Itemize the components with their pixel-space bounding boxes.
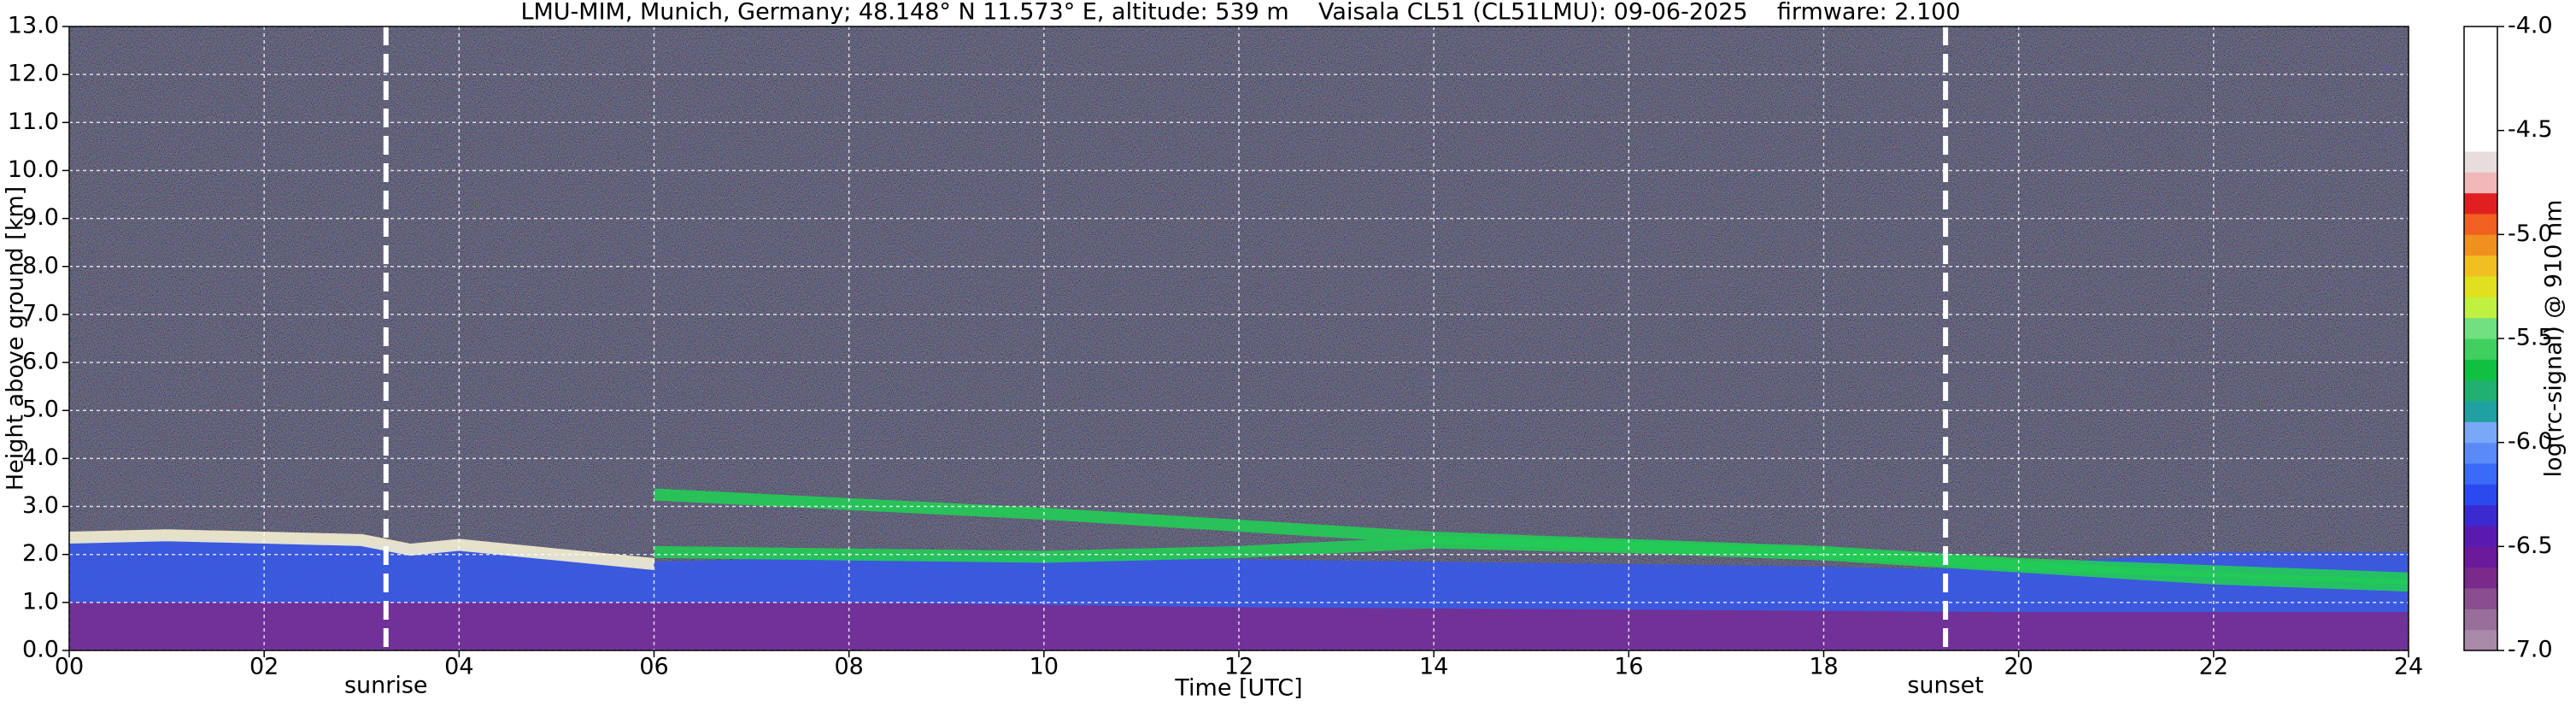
- colorbar-segment: [2464, 130, 2497, 152]
- colorbar-tick-label: -4.0: [2508, 13, 2553, 39]
- colorbar-segment: [2464, 504, 2497, 527]
- colorbar-segment: [2464, 359, 2497, 381]
- x-tick-label: 24: [2394, 654, 2423, 680]
- colorbar-segment: [2464, 609, 2497, 631]
- colorbar-segment: [2464, 109, 2497, 132]
- y-axis-label: Height above ground [km]: [3, 186, 29, 491]
- y-tick-label: 2.0: [22, 540, 59, 567]
- y-tick-label: 4.0: [22, 444, 59, 471]
- colorbar-segment: [2464, 214, 2497, 235]
- y-tick-label: 5.0: [22, 397, 59, 423]
- x-tick-label: 04: [444, 654, 473, 680]
- colorbar-tick-label: -4.5: [2508, 116, 2553, 143]
- x-tick-label: 18: [1809, 654, 1838, 680]
- x-tick-label: 16: [1614, 654, 1643, 680]
- plot-area: [69, 26, 2409, 650]
- backscatter-layer: [69, 529, 655, 570]
- x-tick-label: 22: [2199, 654, 2228, 680]
- sun-marker-label: sunset: [1907, 673, 1984, 699]
- y-tick-label: 11.0: [8, 109, 59, 135]
- plot-frame: [68, 26, 2409, 651]
- y-tick-label: 8.0: [22, 252, 59, 279]
- x-tick-label: 06: [639, 654, 668, 680]
- colorbar-tick-label: -6.0: [2508, 428, 2553, 455]
- colorbar-segment: [2464, 297, 2497, 319]
- y-tick-label: 7.0: [22, 300, 59, 327]
- x-axis-label: Time [UTC]: [1174, 675, 1302, 702]
- sun-marker-label: sunrise: [344, 673, 428, 699]
- x-tick-label: 12: [1224, 654, 1253, 680]
- y-tick-label: 10.0: [8, 156, 59, 183]
- colorbar-segment: [2464, 379, 2497, 402]
- x-tick-label: 00: [55, 654, 84, 680]
- colorbar-tick-label: -7.0: [2508, 637, 2553, 663]
- backscatter-layer: [654, 536, 2409, 592]
- x-tick-label: 02: [249, 654, 279, 680]
- colorbar-segment: [2464, 234, 2497, 256]
- y-tick-label: 12.0: [8, 61, 59, 87]
- chart-title: LMU-MIM, Munich, Germany; 48.148° N 11.5…: [520, 0, 1960, 26]
- y-tick-label: 1.0: [22, 588, 59, 615]
- colorbar-tick-label: -5.5: [2508, 325, 2553, 351]
- colorbar-segment: [2464, 192, 2497, 215]
- x-tick-label: 08: [834, 654, 863, 680]
- colorbar-segment: [2464, 588, 2497, 609]
- colorbar-segment: [2464, 421, 2497, 444]
- colorbar-segment: [2464, 317, 2497, 339]
- colorbar-segment: [2464, 276, 2497, 297]
- colorbar-segment: [2464, 526, 2497, 547]
- colorbar-segment: [2464, 567, 2497, 589]
- colorbar-segment: [2464, 463, 2497, 485]
- y-tick-label: 13.0: [8, 13, 59, 39]
- colorbar-segment: [2464, 484, 2497, 506]
- x-tick-label: 14: [1419, 654, 1448, 680]
- colorbar-segment: [2464, 442, 2497, 464]
- colorbar-segment: [2464, 172, 2497, 194]
- colorbar-segment: [2464, 68, 2497, 90]
- colorbar-segment: [2464, 629, 2497, 651]
- colorbar-tick-label: -5.0: [2508, 221, 2553, 247]
- colorbar-segment: [2464, 255, 2497, 277]
- colorbar-segment: [2464, 47, 2497, 69]
- colorbar-segment: [2464, 401, 2497, 422]
- x-tick-label: 10: [1030, 654, 1059, 680]
- colorbar-segment: [2464, 338, 2497, 360]
- colorbar-segment: [2464, 546, 2497, 568]
- colorbar-segment: [2464, 89, 2497, 110]
- y-tick-label: 0.0: [22, 637, 59, 663]
- colorbar-segment: [2464, 151, 2497, 173]
- colorbar-tick-label: -6.5: [2508, 532, 2553, 559]
- colorbar-segment: [2464, 26, 2497, 48]
- y-tick-label: 9.0: [22, 204, 59, 231]
- colorbar-label: log(rc-signal) @ 910 nm: [2541, 200, 2567, 478]
- y-tick-label: 3.0: [22, 492, 59, 519]
- x-tick-label: 20: [2004, 654, 2033, 680]
- y-tick-label: 6.0: [22, 349, 59, 375]
